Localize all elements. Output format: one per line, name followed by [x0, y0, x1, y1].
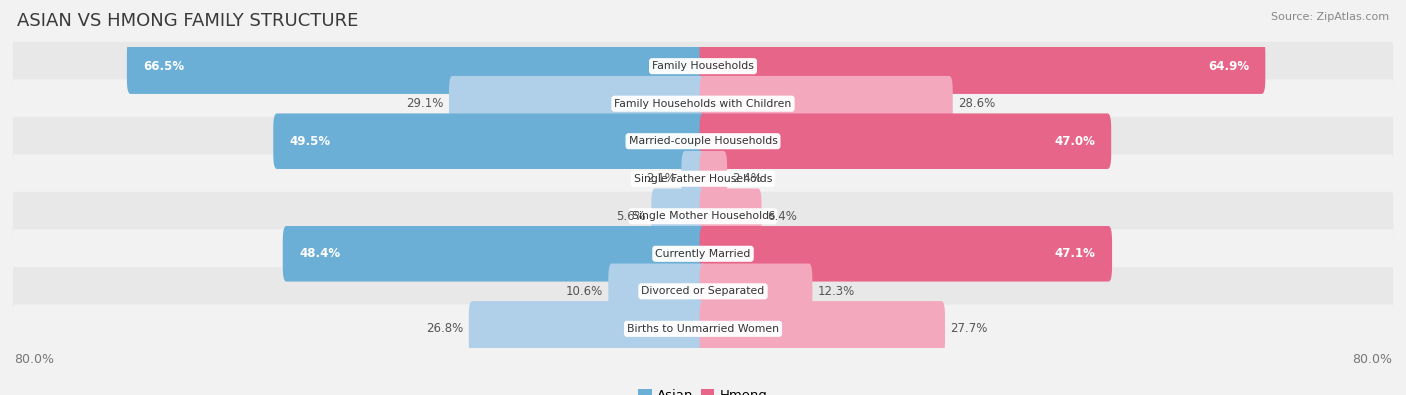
FancyBboxPatch shape — [682, 151, 706, 207]
Text: 2.1%: 2.1% — [647, 172, 676, 185]
FancyBboxPatch shape — [700, 113, 1111, 169]
FancyBboxPatch shape — [700, 151, 727, 207]
FancyBboxPatch shape — [283, 226, 706, 282]
Text: 48.4%: 48.4% — [299, 247, 340, 260]
Text: Single Mother Households: Single Mother Households — [631, 211, 775, 221]
FancyBboxPatch shape — [13, 154, 1393, 203]
Text: Family Households with Children: Family Households with Children — [614, 99, 792, 109]
Text: 49.5%: 49.5% — [290, 135, 330, 148]
Text: Births to Unmarried Women: Births to Unmarried Women — [627, 324, 779, 334]
Text: ASIAN VS HMONG FAMILY STRUCTURE: ASIAN VS HMONG FAMILY STRUCTURE — [17, 12, 359, 30]
FancyBboxPatch shape — [273, 113, 706, 169]
FancyBboxPatch shape — [449, 76, 706, 132]
Text: 47.1%: 47.1% — [1054, 247, 1095, 260]
FancyBboxPatch shape — [13, 229, 1393, 278]
Text: 27.7%: 27.7% — [950, 322, 987, 335]
FancyBboxPatch shape — [13, 192, 1393, 241]
Text: 2.4%: 2.4% — [733, 172, 762, 185]
Text: 66.5%: 66.5% — [143, 60, 184, 73]
FancyBboxPatch shape — [700, 226, 1112, 282]
FancyBboxPatch shape — [13, 117, 1393, 166]
FancyBboxPatch shape — [700, 188, 762, 244]
Text: Family Households: Family Households — [652, 61, 754, 71]
Text: Married-couple Households: Married-couple Households — [628, 136, 778, 146]
Text: Divorced or Separated: Divorced or Separated — [641, 286, 765, 296]
FancyBboxPatch shape — [700, 263, 813, 319]
FancyBboxPatch shape — [468, 301, 706, 357]
FancyBboxPatch shape — [700, 76, 953, 132]
Text: Source: ZipAtlas.com: Source: ZipAtlas.com — [1271, 12, 1389, 22]
Text: 80.0%: 80.0% — [14, 353, 53, 366]
FancyBboxPatch shape — [651, 188, 706, 244]
Text: 29.1%: 29.1% — [406, 97, 444, 110]
Text: 28.6%: 28.6% — [957, 97, 995, 110]
Text: 47.0%: 47.0% — [1054, 135, 1095, 148]
Text: 64.9%: 64.9% — [1208, 60, 1249, 73]
Text: 6.4%: 6.4% — [766, 210, 797, 223]
FancyBboxPatch shape — [609, 263, 706, 319]
Text: 10.6%: 10.6% — [565, 285, 603, 298]
Text: Currently Married: Currently Married — [655, 249, 751, 259]
FancyBboxPatch shape — [13, 79, 1393, 128]
Legend: Asian, Hmong: Asian, Hmong — [633, 384, 773, 395]
FancyBboxPatch shape — [13, 305, 1393, 353]
FancyBboxPatch shape — [127, 38, 706, 94]
Text: 26.8%: 26.8% — [426, 322, 464, 335]
Text: Single Father Households: Single Father Households — [634, 174, 772, 184]
FancyBboxPatch shape — [700, 38, 1265, 94]
FancyBboxPatch shape — [700, 301, 945, 357]
FancyBboxPatch shape — [13, 267, 1393, 316]
Text: 5.6%: 5.6% — [616, 210, 647, 223]
Text: 80.0%: 80.0% — [1353, 353, 1392, 366]
Text: 12.3%: 12.3% — [817, 285, 855, 298]
FancyBboxPatch shape — [13, 42, 1393, 90]
